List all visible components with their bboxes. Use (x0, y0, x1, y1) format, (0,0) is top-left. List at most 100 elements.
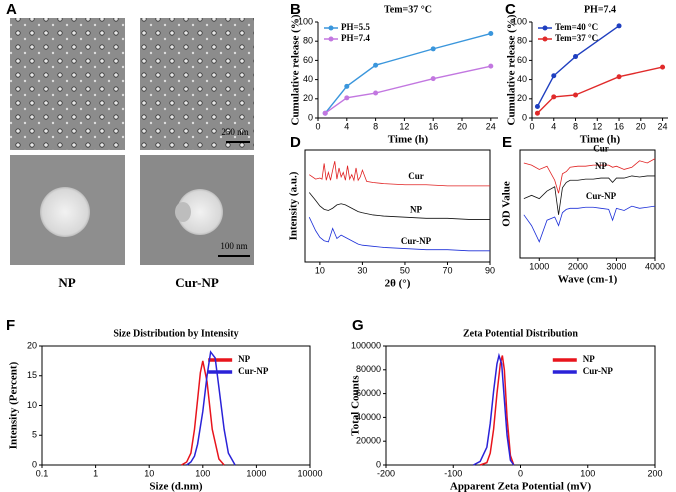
x-tick-label: 100 (195, 468, 210, 478)
y-tick-label: 20 (517, 93, 527, 103)
y-axis-label: Cumulative release (%) (506, 14, 518, 125)
x-tick-label: 200 (647, 468, 662, 478)
y-tick-label: 100 (298, 16, 313, 26)
legend-label: Cur-NP (583, 366, 614, 376)
chart-title: PH=7.4 (584, 4, 616, 15)
y-tick-label: 20 (303, 93, 313, 103)
y-tick-label: 60 (303, 55, 313, 65)
x-tick-label: 24 (486, 121, 496, 131)
series-label: NP (410, 205, 422, 215)
x-tick-label: 24 (658, 121, 668, 131)
caption: Cur-NP (175, 275, 219, 290)
x-axis-label: Time (h) (388, 134, 429, 146)
y-axis-label: Total Counts (350, 375, 362, 436)
series-label: Cur-NP (401, 236, 432, 246)
chart-panel: E Wave (cm-1) OD Value 1000 2000 3000 4000 Cur N… (501, 134, 665, 286)
panel-label: E (502, 134, 512, 151)
panel-label: C (505, 1, 516, 18)
y-tick-label: 40 (303, 74, 313, 84)
x-axis-label: Time (h) (580, 134, 621, 146)
x-tick-label: 12 (399, 121, 409, 131)
x-tick-label: 3000 (606, 261, 626, 271)
y-axis-label: Intensity (a.u.) (288, 171, 300, 240)
data-point (373, 90, 379, 96)
y-tick-label: 60 (517, 55, 527, 65)
chart-title: Zeta Potential Distribution (463, 328, 578, 339)
x-tick-label: 2000 (568, 261, 588, 271)
plot-frame (41, 345, 311, 466)
x-tick-label: 8 (573, 121, 578, 131)
x-tick-label: 30 (357, 265, 367, 275)
panel-a: A 250 nm 100 nm NP Cur-NP (6, 1, 254, 290)
panel-label: G (352, 317, 364, 334)
y-tick-label: 15 (27, 370, 37, 380)
chart-panel: F Size Distribution by Intensity Size (d.n… (6, 317, 323, 492)
data-point (573, 92, 579, 98)
x-tick-label: 10 (144, 468, 154, 478)
series-line (309, 161, 490, 187)
data-point (660, 64, 666, 70)
chart-panel: D 2θ (°) Intensity (a.u.) 10 30 50 70 90 Cur NP Cu… (288, 134, 495, 290)
y-tick-label: 20000 (356, 436, 381, 446)
data-point (344, 83, 350, 89)
y-axis-label: OD Value (501, 181, 513, 227)
scale-label: 100 nm (220, 241, 247, 251)
panel-label: F (6, 317, 15, 334)
y-tick-label: 10 (27, 400, 37, 410)
series-line (523, 175, 655, 215)
legend-label: PH=7.4 (341, 33, 370, 43)
x-tick-label: 0.1 (36, 468, 49, 478)
chart-panel: G Zeta Potential Distribution Apparent Zet… (350, 317, 663, 492)
series-line (308, 217, 490, 252)
data-point (573, 54, 579, 60)
data-point (373, 62, 379, 68)
plot-frame (519, 149, 656, 259)
y-axis-label: Cumulative release (%) (290, 14, 302, 125)
y-tick-label: 0 (308, 112, 313, 122)
legend-marker (328, 36, 334, 42)
x-tick-label: 1 (93, 468, 98, 478)
scale-label: 250 nm (221, 127, 248, 137)
data-point (534, 110, 540, 116)
chart-title: Tem=37 °C (384, 4, 432, 15)
chart-panel: C PH=7.4 Time (h) Cumulative release (%) 0 4 8… (505, 1, 668, 146)
caption: NP (58, 275, 75, 290)
chart-title: Size Distribution by Intensity (113, 328, 238, 339)
series-label: Cur (408, 171, 424, 181)
legend-label: Tem=37 °C (555, 33, 598, 43)
x-tick-label: 100 (580, 468, 595, 478)
series-line (324, 32, 491, 114)
data-point (551, 73, 557, 79)
x-axis-label: 2θ (°) (385, 278, 411, 290)
data-point (488, 63, 494, 69)
series-line (181, 360, 225, 466)
data-point (551, 94, 557, 100)
particle (177, 189, 223, 235)
plot-frame (304, 149, 491, 263)
x-tick-label: 10000 (297, 468, 322, 478)
legend-label: NP (238, 354, 250, 364)
particle (40, 187, 90, 237)
series-label: NP (595, 161, 607, 171)
data-point (488, 31, 494, 37)
x-tick-label: 1000 (529, 261, 549, 271)
y-tick-label: 100000 (351, 340, 381, 350)
x-tick-label: 10 (315, 265, 325, 275)
series-line (308, 192, 490, 220)
series-line (473, 352, 515, 466)
legend-marker (328, 25, 334, 31)
x-tick-label: 90 (485, 265, 495, 275)
series-label: Cur-NP (586, 191, 617, 201)
x-axis-label: Apparent Zeta Potential (mV) (450, 481, 592, 492)
panel-label: D (290, 134, 301, 151)
x-tick-label: 0 (315, 121, 320, 131)
x-tick-label: -200 (377, 468, 395, 478)
particle-shell (175, 202, 191, 222)
y-tick-label: 40 (517, 74, 527, 84)
y-axis-label: Intensity (Percent) (8, 361, 20, 449)
y-tick-label: 0 (32, 459, 37, 469)
x-tick-label: 0 (529, 121, 534, 131)
y-tick-label: 80 (303, 36, 313, 46)
series-line (186, 350, 236, 466)
